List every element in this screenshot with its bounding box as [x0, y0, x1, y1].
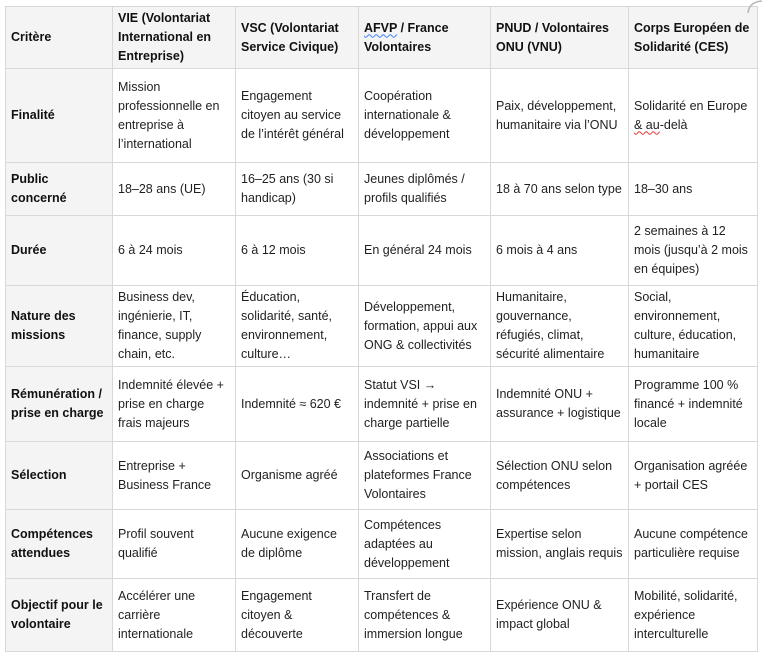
cell-public-pnud[interactable]: 18 à 70 ans selon type: [490, 162, 629, 216]
row-finalite: Finalité Mission professionnelle en entr…: [5, 68, 758, 163]
comparison-table: Critère VIE (Volontariat International e…: [5, 6, 758, 652]
cell-remuneration-ces[interactable]: Programme 100 % financé + indemnité loca…: [628, 366, 758, 442]
column-header-ces[interactable]: Corps Européen de Solidarité (CES): [628, 6, 758, 69]
cell-objectif-pnud[interactable]: Expérience ONU & impact global: [490, 578, 629, 652]
cell-remuneration-vie[interactable]: Indemnité élevée + prise en charge frais…: [112, 366, 236, 442]
cell-public-vsc[interactable]: 16–25 ans (30 si handicap): [235, 162, 359, 216]
row-label-objectif[interactable]: Objectif pour le volontaire: [5, 578, 113, 652]
header-row: Critère VIE (Volontariat International e…: [5, 6, 758, 69]
row-label-duree[interactable]: Durée: [5, 215, 113, 286]
cell-nature-vie[interactable]: Business dev, ingénierie, IT, finance, s…: [112, 285, 236, 367]
cell-duree-pnud[interactable]: 6 mois à 4 ans: [490, 215, 629, 286]
cell-competences-ces[interactable]: Aucune compétence particulière requise: [628, 509, 758, 579]
row-duree: Durée 6 à 24 mois 6 à 12 mois En général…: [5, 215, 758, 286]
cell-objectif-ces[interactable]: Mobilité, solidarité, expérience intercu…: [628, 578, 758, 652]
cell-selection-afvp[interactable]: Associations et plateformes France Volon…: [358, 441, 491, 510]
cell-remuneration-afvp[interactable]: Statut VSI → indemnité + prise en charge…: [358, 366, 491, 442]
cell-nature-afvp[interactable]: Développement, formation, appui aux ONG …: [358, 285, 491, 367]
cell-duree-afvp[interactable]: En général 24 mois: [358, 215, 491, 286]
cell-duree-vie[interactable]: 6 à 24 mois: [112, 215, 236, 286]
cell-finalite-pnud[interactable]: Paix, développement, humanitaire via l’O…: [490, 68, 629, 163]
cell-competences-afvp[interactable]: Compétences adaptées au développement: [358, 509, 491, 579]
cell-duree-vsc[interactable]: 6 à 12 mois: [235, 215, 359, 286]
column-header-vie[interactable]: VIE (Volontariat International en Entrep…: [112, 6, 236, 69]
cell-competences-vsc[interactable]: Aucune exigence de diplôme: [235, 509, 359, 579]
column-header-vsc[interactable]: VSC (Volontariat Service Civique): [235, 6, 359, 69]
cell-objectif-vsc[interactable]: Engagement citoyen & découverte: [235, 578, 359, 652]
row-nature-missions: Nature des missions Business dev, ingéni…: [5, 285, 758, 367]
column-header-pnud[interactable]: PNUD / Volontaires ONU (VNU): [490, 6, 629, 69]
row-label-competences[interactable]: Compétences attendues: [5, 509, 113, 579]
row-label-nature-missions[interactable]: Nature des missions: [5, 285, 113, 367]
cell-competences-pnud[interactable]: Expertise selon mission, anglais requis: [490, 509, 629, 579]
column-header-afvp[interactable]: AFVP / France Volontaires: [358, 6, 491, 69]
cell-competences-vie[interactable]: Profil souvent qualifié: [112, 509, 236, 579]
row-label-finalite[interactable]: Finalité: [5, 68, 113, 163]
cell-finalite-ces-text-end: -delà: [659, 117, 688, 132]
cell-selection-ces[interactable]: Organisation agréée + portail CES: [628, 441, 758, 510]
row-label-selection[interactable]: Sélection: [5, 441, 113, 510]
row-competences: Compétences attendues Profil souvent qua…: [5, 509, 758, 579]
cell-public-afvp[interactable]: Jeunes diplômés / profils qualifiés: [358, 162, 491, 216]
cell-nature-ces[interactable]: Social, environnement, culture, éducatio…: [628, 285, 758, 367]
row-label-remuneration[interactable]: Rémunération / prise en charge: [5, 366, 113, 442]
cell-finalite-ces-text: Solidarité en Europe: [634, 98, 748, 113]
cell-nature-pnud[interactable]: Humanitaire, gouvernance, réfugiés, clim…: [490, 285, 629, 367]
cell-objectif-vie[interactable]: Accélérer une carrière internationale: [112, 578, 236, 652]
cell-finalite-vsc[interactable]: Engagement citoyen au service de l’intér…: [235, 68, 359, 163]
cell-public-vie[interactable]: 18–28 ans (UE): [112, 162, 236, 216]
cell-objectif-afvp[interactable]: Transfert de compétences & immersion lon…: [358, 578, 491, 652]
row-objectif: Objectif pour le volontaire Accélérer un…: [5, 578, 758, 652]
cell-remuneration-pnud[interactable]: Indemnité ONU + assurance + logistique: [490, 366, 629, 442]
cell-remuneration-vsc[interactable]: Indemnité ≈ 620 €: [235, 366, 359, 442]
cell-selection-vie[interactable]: Entreprise + Business France: [112, 441, 236, 510]
column-header-afvp-text: / France Volontaires: [364, 20, 449, 54]
cell-finalite-vie[interactable]: Mission professionnelle en entreprise à …: [112, 68, 236, 163]
cursor-artifact-icon: [747, 0, 763, 13]
cell-duree-ces[interactable]: 2 semaines à 12 mois (jusqu’à 2 mois en …: [628, 215, 758, 286]
row-public-concerne: Public concerné 18–28 ans (UE) 16–25 ans…: [5, 162, 758, 216]
cell-selection-pnud[interactable]: Sélection ONU selon compétences: [490, 441, 629, 510]
cell-selection-vsc[interactable]: Organisme agréé: [235, 441, 359, 510]
row-label-public-concerne[interactable]: Public concerné: [5, 162, 113, 216]
row-remuneration: Rémunération / prise en charge Indemnité…: [5, 366, 758, 442]
spellcheck-flagged-word: AFVP: [364, 20, 398, 35]
spellcheck-flagged-phrase: & au: [634, 117, 660, 132]
column-header-critere[interactable]: Critère: [5, 6, 113, 69]
cell-public-ces[interactable]: 18–30 ans: [628, 162, 758, 216]
cell-nature-vsc[interactable]: Éducation, solidarité, santé, environnem…: [235, 285, 359, 367]
cell-finalite-ces[interactable]: Solidarité en Europe & au-delà: [628, 68, 758, 163]
row-selection: Sélection Entreprise + Business France O…: [5, 441, 758, 510]
cell-finalite-afvp[interactable]: Coopération internationale & développeme…: [358, 68, 491, 163]
